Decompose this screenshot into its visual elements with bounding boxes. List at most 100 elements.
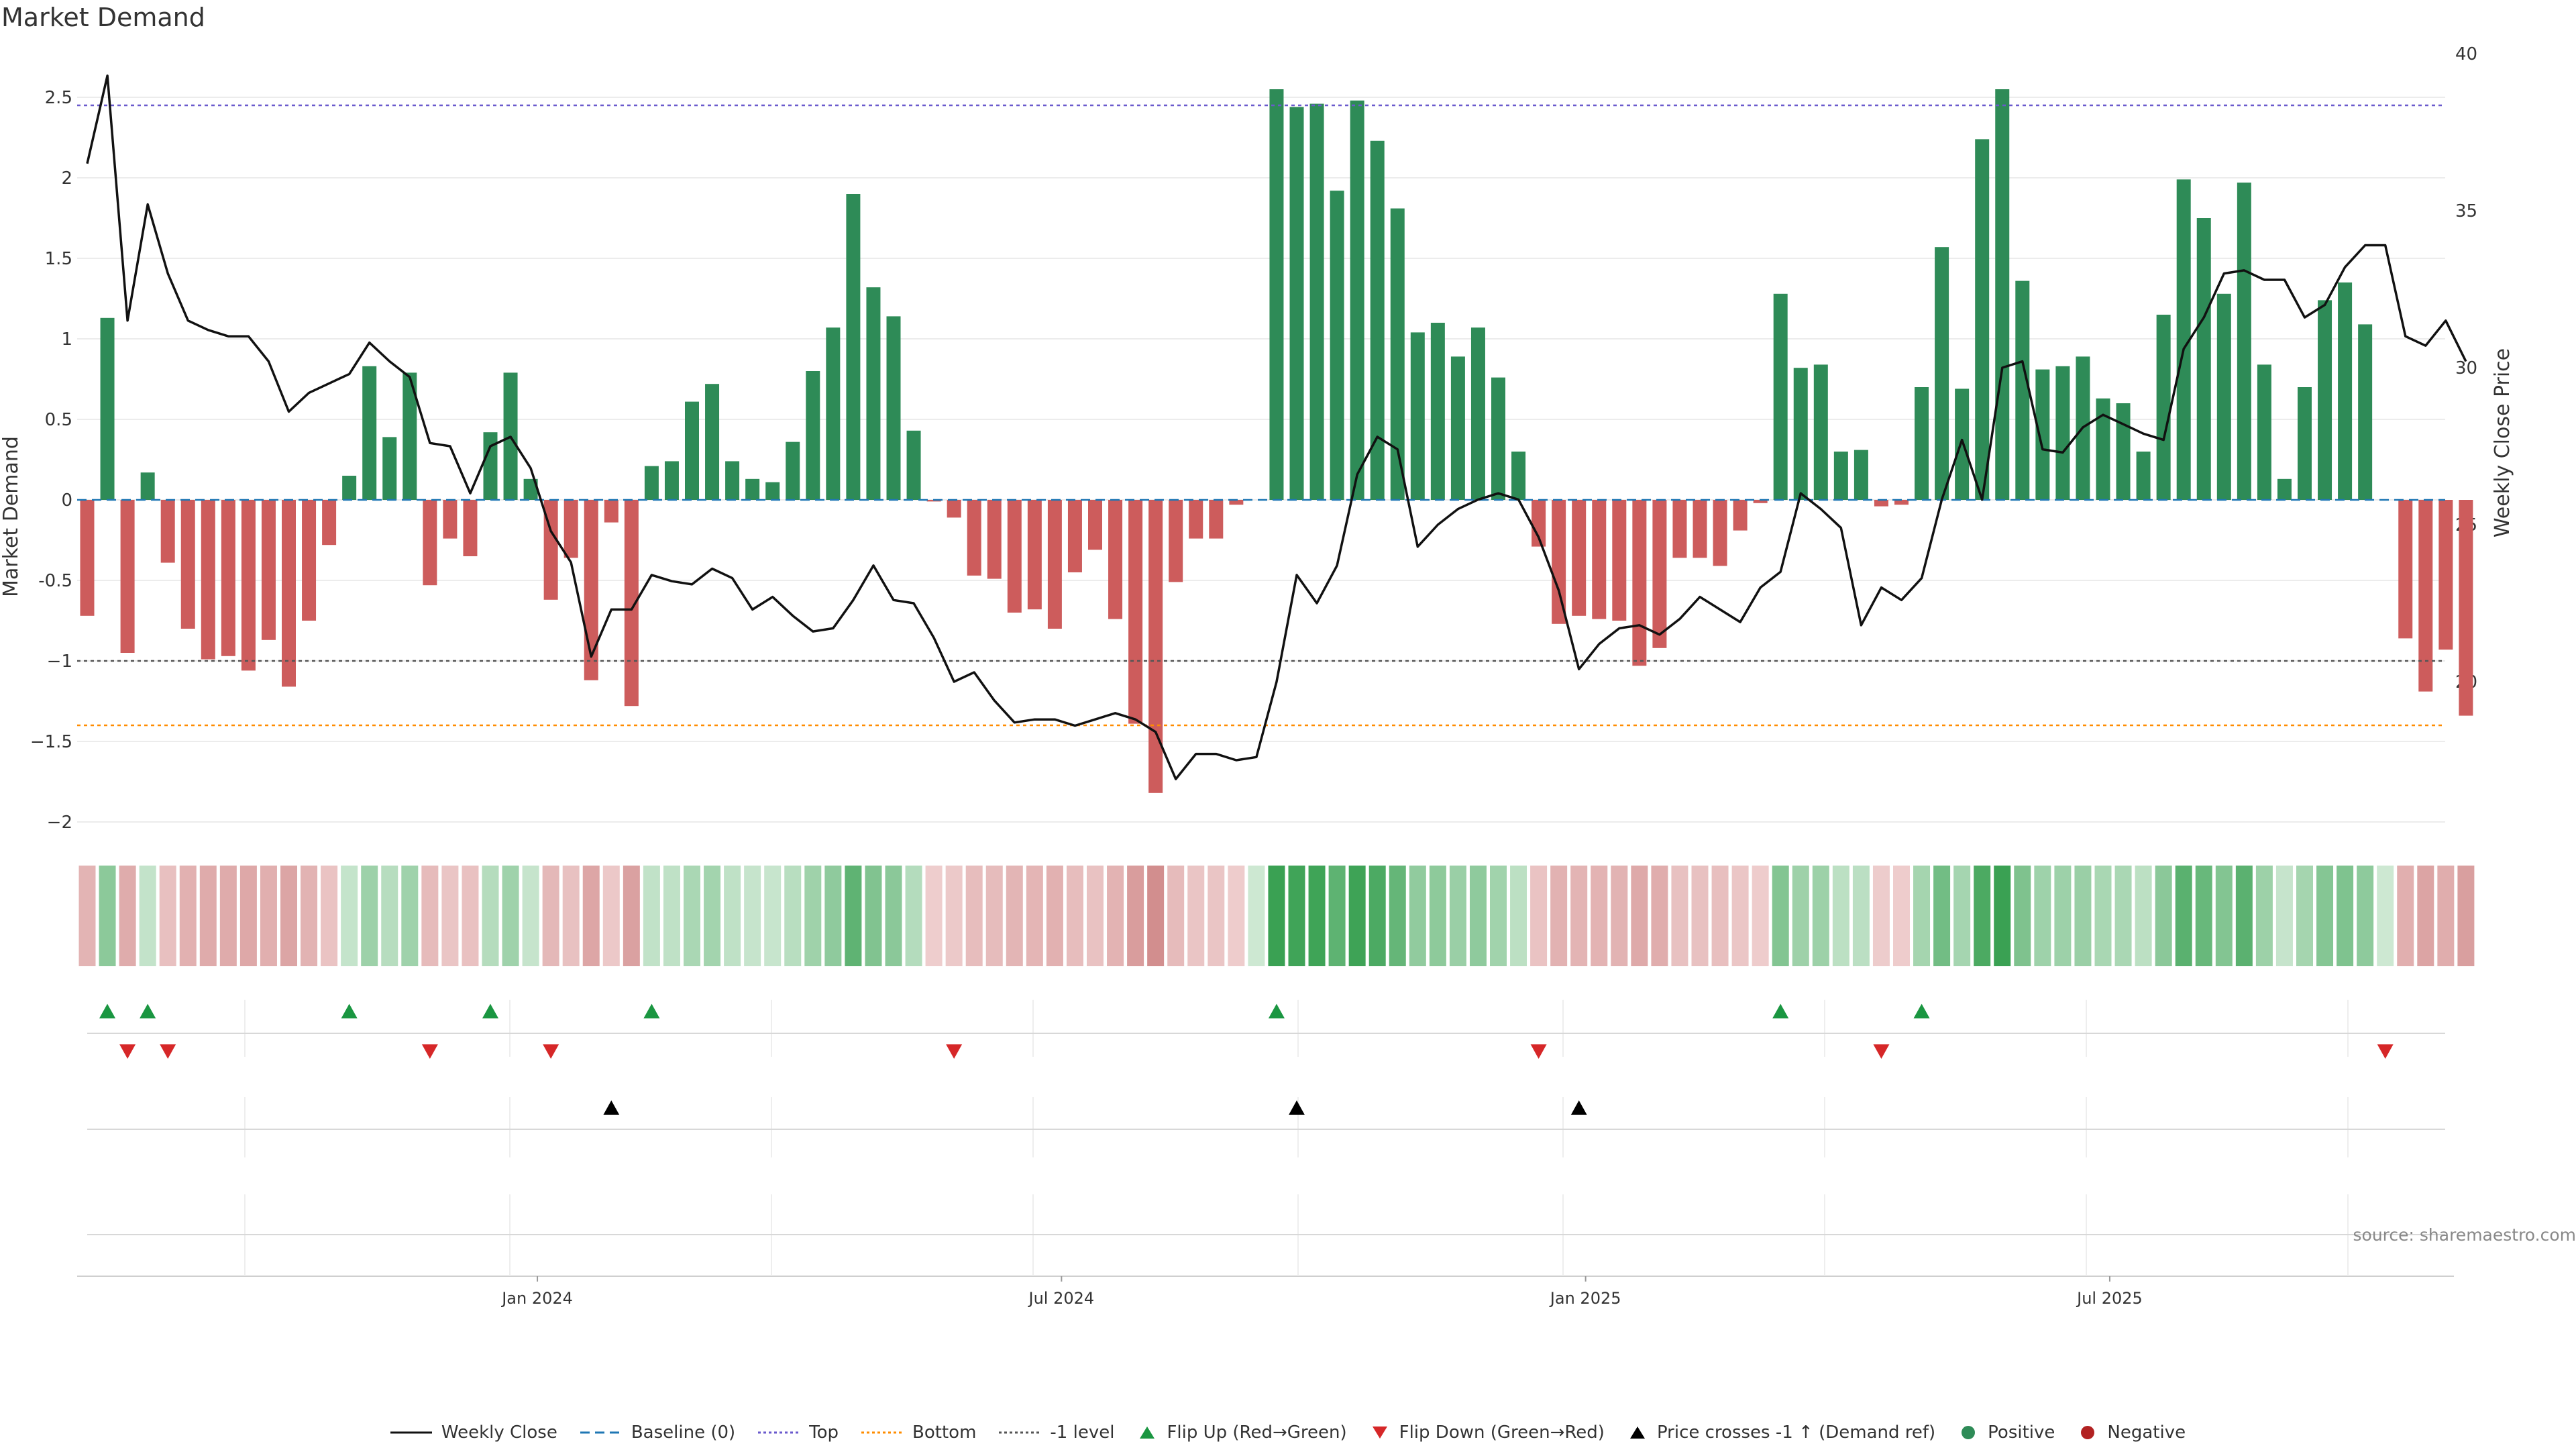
demand-bar-positive <box>2197 218 2211 500</box>
legend-label: Negative <box>2107 1422 2186 1443</box>
flip-down-marker <box>1531 1044 1547 1059</box>
demand-bar-negative <box>1008 500 1022 613</box>
heat-cell <box>1268 866 1285 966</box>
demand-bar-negative <box>443 500 457 539</box>
heat-cell <box>1671 866 1688 966</box>
heat-cell <box>804 866 821 966</box>
heat-cell <box>2115 866 2132 966</box>
heat-cell <box>180 866 197 966</box>
legend-item: Positive <box>1958 1422 2055 1443</box>
heat-cell <box>2236 866 2253 966</box>
heat-cell <box>2014 866 2031 966</box>
heat-cell <box>2135 866 2152 966</box>
demand-bar-positive <box>141 472 155 500</box>
heat-cell <box>1409 866 1426 966</box>
demand-bar-negative <box>262 500 276 640</box>
source-note: source: sharemaestro.com <box>2353 1225 2576 1245</box>
heat-cell <box>2377 866 2394 966</box>
demand-bar-negative <box>604 500 619 523</box>
flip-down-marker <box>160 1044 176 1059</box>
legend-swatch <box>1627 1424 1648 1441</box>
heat-cell <box>421 866 438 966</box>
demand-bar-positive <box>1834 452 1848 500</box>
y-tick-label: −1 <box>47 652 72 672</box>
legend-label: Price crosses -1 ↑ (Demand ref) <box>1657 1422 1935 1443</box>
demand-bar-positive <box>2015 281 2029 500</box>
heat-cell <box>502 866 519 966</box>
legend-label: Flip Up (Red→Green) <box>1167 1422 1346 1443</box>
y2-axis-label: Weekly Close Price <box>2491 348 2514 537</box>
demand-bar-negative <box>1632 500 1646 666</box>
demand-bar-positive <box>2298 387 2312 500</box>
heat-cell <box>1349 866 1366 966</box>
demand-bar-positive <box>2157 315 2171 500</box>
demand-bar-positive <box>705 384 719 500</box>
x-tick-label: Jan 2025 <box>1549 1289 1621 1308</box>
demand-bar-positive <box>1269 89 1283 500</box>
demand-bar-positive <box>806 371 820 500</box>
y2-tick-label: 40 <box>2455 44 2477 64</box>
heat-cell <box>2417 866 2434 966</box>
heat-cell <box>2256 866 2273 966</box>
heat-cell <box>1087 866 1104 966</box>
heat-cell <box>1631 866 1648 966</box>
heat-cell <box>2316 866 2333 966</box>
heat-cell <box>1591 866 1607 966</box>
demand-bar-negative <box>322 500 336 545</box>
demand-bar-positive <box>484 432 498 500</box>
demand-bar-negative <box>1189 500 1203 539</box>
heat-cell <box>1953 866 1970 966</box>
legend-label: -1 level <box>1050 1422 1114 1443</box>
heat-cell <box>2155 866 2172 966</box>
demand-bar-negative <box>967 500 981 576</box>
heat-cell <box>1046 866 1063 966</box>
heat-cell <box>1329 866 1346 966</box>
demand-bar-positive <box>1391 209 1405 500</box>
demand-bar-positive <box>2217 294 2231 500</box>
legend-swatch <box>2078 1424 2098 1441</box>
demand-bar-negative <box>1209 500 1223 539</box>
heat-cell <box>1732 866 1749 966</box>
demand-bar-negative <box>1048 500 1062 629</box>
heat-cell <box>906 866 922 966</box>
demand-bar-positive <box>362 366 376 500</box>
legend-item: Top <box>758 1422 839 1443</box>
legend-item: Weekly Close <box>390 1422 557 1443</box>
demand-bar-negative <box>1612 500 1626 621</box>
demand-bar-positive <box>745 479 759 500</box>
demand-bar-positive <box>645 466 659 500</box>
cross-marker <box>1571 1100 1587 1115</box>
heat-cell <box>865 866 881 966</box>
demand-bar-negative <box>241 500 256 670</box>
legend-swatch <box>1370 1424 1390 1441</box>
demand-bar-positive <box>2318 300 2332 500</box>
heat-cell <box>784 866 801 966</box>
demand-bar-positive <box>2338 282 2352 500</box>
flip-up-marker <box>1914 1004 1930 1019</box>
demand-bar-positive <box>1471 327 1485 500</box>
heat-cell <box>643 866 660 966</box>
demand-bar-negative <box>1169 500 1183 582</box>
demand-bar-negative <box>181 500 195 629</box>
demand-bar-positive <box>1955 388 1969 500</box>
y-tick-label: 0 <box>61 490 72 511</box>
legend-swatch <box>1958 1424 1978 1441</box>
flip-up-marker <box>482 1004 498 1019</box>
demand-bar-positive <box>1995 89 2009 500</box>
demand-bar-negative <box>121 500 135 653</box>
heat-cell <box>119 866 136 966</box>
heat-cell <box>986 866 1003 966</box>
heat-cell <box>1389 866 1406 966</box>
y-tick-label: 2 <box>61 168 72 189</box>
flip-down-marker <box>1873 1044 1889 1059</box>
flip-down-marker <box>2377 1044 2394 1059</box>
chart-title: Market Demand <box>1 3 205 32</box>
demand-bar-positive <box>1814 364 1828 500</box>
heat-cell <box>1228 866 1244 966</box>
heat-cell <box>603 866 620 966</box>
heat-cell <box>1570 866 1587 966</box>
demand-bar-positive <box>2277 479 2292 500</box>
flip-down-marker <box>543 1044 559 1059</box>
